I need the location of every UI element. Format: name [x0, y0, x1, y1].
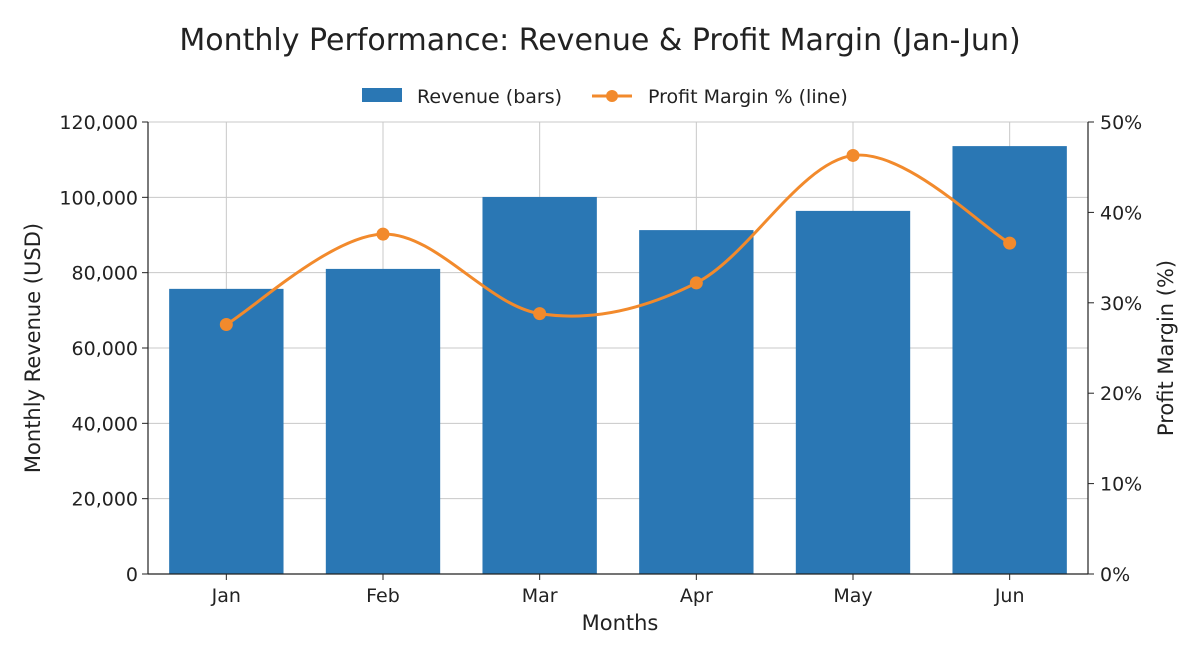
y-tick-label: 0: [126, 564, 138, 586]
legend-swatch-revenue: [362, 88, 402, 102]
x-tick-label: Feb: [366, 585, 400, 607]
legend: Revenue (bars) Profit Margin % (line): [362, 86, 848, 108]
y2-tick-label: 20%: [1100, 383, 1142, 405]
legend-label-margin: Profit Margin % (line): [648, 86, 848, 108]
y-tick-label: 20,000: [72, 489, 138, 511]
chart-title: Monthly Performance: Revenue & Profit Ma…: [179, 23, 1020, 58]
y-tick-label: 80,000: [72, 263, 138, 285]
bar-jan: [169, 288, 284, 574]
margin-line: [225, 153, 1011, 326]
y-tick-label: 120,000: [59, 112, 138, 134]
y2-axis-label: Profit Margin (%): [1154, 260, 1178, 436]
margin-point-jan: [219, 317, 233, 331]
y2-tick-label: 0%: [1100, 564, 1130, 586]
y-tick-label: 40,000: [72, 413, 138, 435]
x-tick-label: Jun: [994, 585, 1025, 607]
y-tick-label: 60,000: [72, 338, 138, 360]
y-axis-label: Monthly Revenue (USD): [21, 223, 45, 473]
x-tick-label: Mar: [522, 585, 558, 607]
margin-point-may: [846, 148, 860, 162]
y-tick-label: 100,000: [59, 187, 138, 209]
bar-may: [795, 210, 911, 575]
margin-point-apr: [689, 276, 703, 290]
bar-feb: [325, 268, 441, 574]
margin-point-jun: [1003, 236, 1017, 250]
margin-point-feb: [376, 227, 390, 241]
margin-point-mar: [533, 307, 547, 321]
y2-tick-label: 30%: [1100, 293, 1142, 315]
y2-tick-label: 40%: [1100, 202, 1142, 224]
x-axis-label: Months: [582, 611, 659, 635]
x-tick-label: May: [833, 585, 872, 607]
y2-tick-label: 10%: [1100, 474, 1142, 496]
legend-label-revenue: Revenue (bars): [417, 86, 562, 108]
bar-mar: [482, 196, 597, 574]
legend-swatch-margin-marker: [606, 90, 618, 102]
x-tick-label: Jan: [211, 585, 241, 607]
x-tick-label: Apr: [680, 585, 713, 607]
bar-jun: [952, 146, 1067, 574]
y2-tick-label: 50%: [1100, 112, 1142, 134]
